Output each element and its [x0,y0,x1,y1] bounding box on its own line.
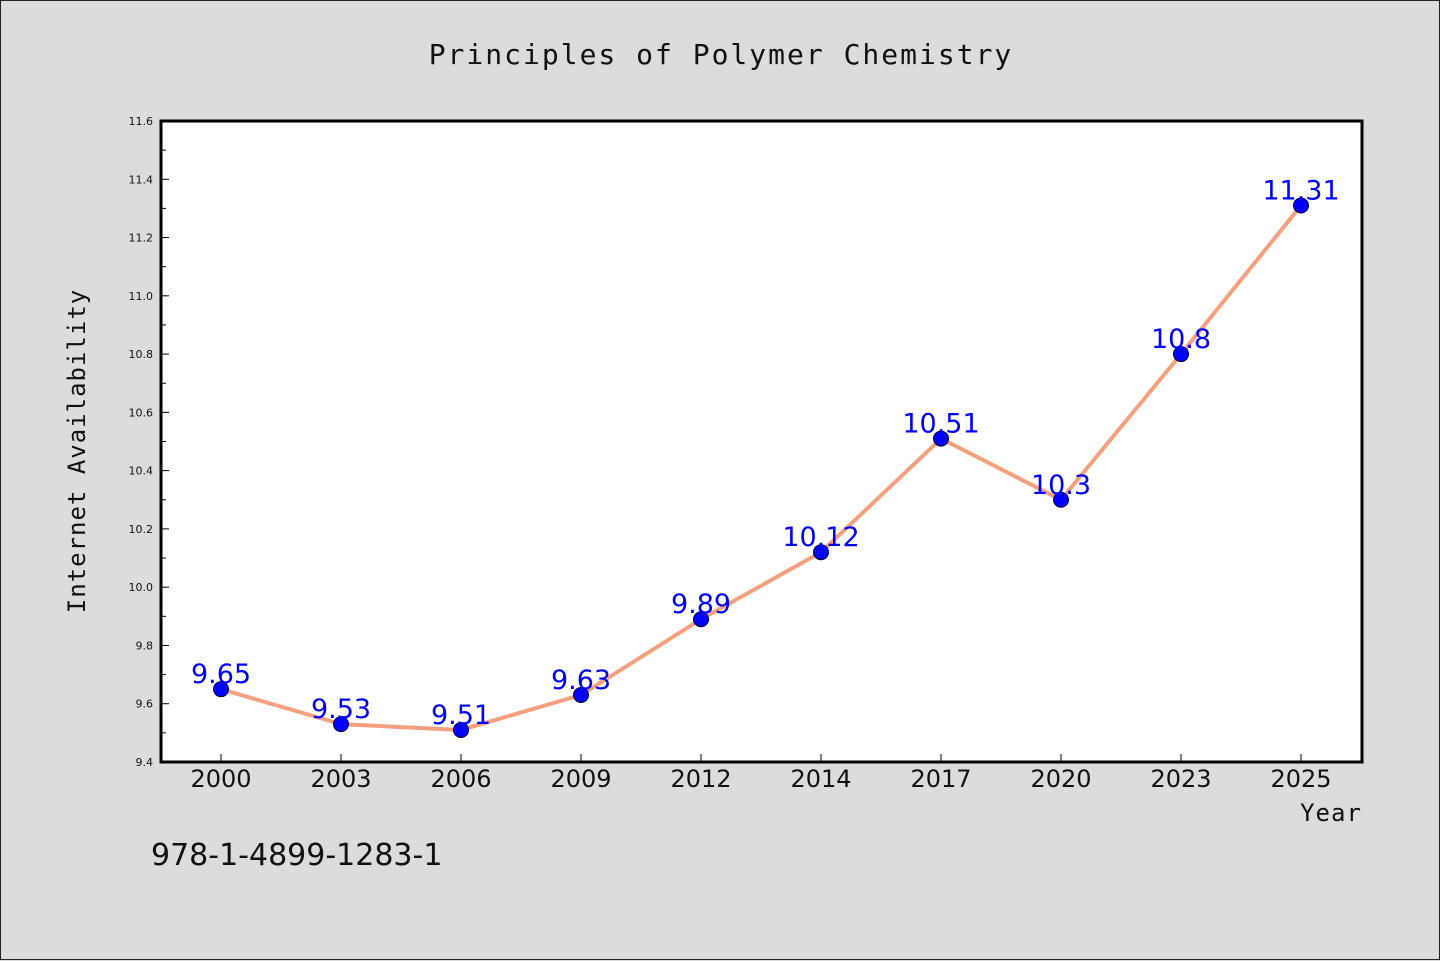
data-point [693,611,709,628]
data-label: 10.8 [1151,324,1211,355]
x-tick-label: 2006 [430,765,491,793]
data-point [933,430,949,447]
data-point [453,721,469,738]
data-label: 11.31 [1262,175,1339,206]
chart-title: Principles of Polymer Chemistry [429,38,1014,71]
y-tick-label: 11.0 [129,290,154,303]
x-tick-label: 2003 [310,765,371,793]
y-tick-label: 9.8 [136,639,154,652]
x-tick-label: 2014 [790,765,851,793]
data-point [813,544,829,561]
series-markers [213,197,1309,738]
y-tick-label: 9.6 [136,698,154,711]
y-tick-label: 10.2 [129,523,154,536]
y-tick-label: 10.0 [129,581,154,594]
data-point [333,716,349,733]
data-label: 9.89 [671,589,731,620]
data-point [1293,197,1309,214]
y-axis: 9.4 9.6 9.8 10.0 10.2 10.4 10.6 10.8 11.0 11.2 11.… [129,115,169,769]
data-label: 10.12 [782,522,859,553]
x-tick-label: 2025 [1270,765,1331,793]
x-axis-label: Year [1300,799,1362,827]
y-tick-label: 9.4 [136,756,154,769]
data-point [1173,346,1189,363]
x-tick-label: 2017 [910,765,971,793]
x-tick-label: 2009 [550,765,611,793]
data-point [1053,491,1069,508]
data-label: 9.51 [431,700,491,731]
data-point [573,686,589,703]
x-tick-label: 2012 [670,765,731,793]
x-axis: 2000 2003 2006 2009 2012 2014 2017 2020 2023 2025 [190,754,1332,793]
data-labels: 9.65 9.53 9.51 9.63 9.89 10.12 10.51 10.3 10.8 11… [191,175,1340,730]
x-tick-label: 2000 [190,765,251,793]
y-tick-label: 10.4 [129,465,154,478]
y-axis-label: Internet Availability [63,289,91,613]
data-label: 10.51 [902,409,979,440]
y-tick-label: 10.6 [129,406,154,419]
isbn-annotation: 978-1-4899-1283-1 [151,838,442,873]
y-tick-label: 10.8 [129,348,154,361]
plot-area [159,119,1364,764]
y-tick-label: 11.2 [129,232,154,245]
y-tick-label: 11.6 [129,115,154,128]
series-line [220,204,1303,732]
data-label: 9.65 [191,659,251,690]
x-tick-label: 2020 [1030,765,1091,793]
data-label: 9.53 [311,694,371,725]
x-tick-label: 2023 [1150,765,1211,793]
data-label: 9.63 [551,665,611,696]
y-tick-label: 11.4 [129,173,154,186]
data-point [213,681,229,698]
data-label: 10.3 [1031,470,1091,501]
